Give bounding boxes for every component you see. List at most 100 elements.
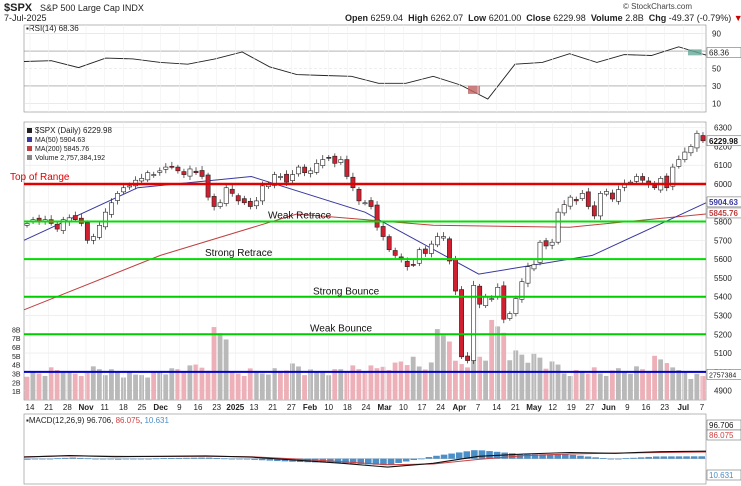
candle-body (90, 236, 96, 241)
candle-body (585, 191, 591, 207)
candle-body (314, 163, 320, 173)
candle-body (519, 281, 525, 300)
x-axis-label: 12 (548, 403, 557, 412)
macd-value-tag: 10.631 (709, 471, 734, 480)
x-axis-label: 18 (343, 403, 352, 412)
candle-body (664, 175, 670, 189)
candle-body (211, 196, 217, 207)
macd-histogram-bar (645, 456, 652, 459)
volume-bar (591, 367, 597, 400)
legend-swatch (27, 128, 32, 133)
volume-bar (519, 354, 525, 400)
x-axis-label: 18 (119, 403, 128, 412)
candle-body (223, 187, 229, 204)
annotation-label: Strong Bounce (313, 287, 380, 298)
candle-body (296, 166, 302, 175)
annotation-label: Weak Retrace (268, 211, 332, 222)
candle-body (60, 219, 66, 231)
candle-body (682, 151, 688, 160)
volume-bar (573, 370, 579, 400)
volume-axis-label: 3B (12, 372, 21, 379)
x-axis-label: 11 (101, 403, 110, 412)
macd-histogram-bar (599, 458, 607, 459)
candle-body (272, 174, 277, 186)
volume-bar (422, 369, 428, 400)
x-axis-label: 9 (625, 403, 630, 412)
x-axis-label: 21 (268, 403, 277, 412)
candle-body (109, 202, 114, 215)
macd-histogram-bar (448, 453, 455, 459)
x-axis-label: 2025 (226, 403, 244, 412)
volume-axis-label: 5B (12, 354, 21, 361)
candle-body (428, 243, 434, 254)
macd-histogram-bar (54, 458, 61, 460)
x-axis-label: Jun (602, 403, 616, 412)
candle-body (640, 176, 646, 181)
candle-body (368, 200, 374, 207)
candle-body (579, 193, 585, 199)
close-price-tag-box (706, 135, 741, 147)
volume-bar (700, 376, 706, 400)
volume-bar (72, 373, 78, 400)
macd-histogram-bar (440, 454, 448, 459)
candle-body (356, 188, 362, 202)
volume-bar (205, 370, 211, 400)
macd-histogram-bar (501, 452, 508, 459)
x-axis-label: 13 (250, 403, 259, 412)
volume-bar (108, 369, 114, 400)
candle-body (561, 204, 567, 214)
volume-bar (622, 370, 627, 400)
candle-body (284, 173, 289, 183)
macd-histogram-bar (152, 458, 160, 460)
macd-histogram-bar (418, 458, 425, 460)
macd-histogram-bar (615, 458, 622, 460)
macd-histogram-bar (213, 458, 221, 459)
macd-histogram-bar (675, 456, 683, 459)
volume-bar (102, 375, 108, 400)
x-axis-label: Feb (303, 403, 317, 412)
candle-body (447, 238, 452, 262)
macd-tag-box (706, 429, 741, 441)
candle-body (193, 170, 199, 174)
volume-bar (682, 372, 688, 400)
rsi-axis-label: 10 (712, 99, 721, 108)
macd-histogram-bar (175, 457, 183, 459)
candle-body (555, 211, 561, 243)
volume-bar (115, 371, 120, 400)
volume-bar (344, 372, 350, 400)
candle-body (694, 132, 700, 149)
macd-histogram-bar (554, 454, 562, 459)
volume-bar (495, 326, 501, 400)
volume-bar (133, 374, 138, 400)
candle-body (247, 200, 253, 207)
macd-histogram-bar (69, 457, 77, 459)
volume-bar (247, 368, 253, 400)
volume-bar (181, 371, 187, 400)
candle-body (459, 289, 464, 358)
macd-histogram-bar (190, 457, 198, 459)
candle-body (513, 298, 519, 314)
candle-body (97, 225, 102, 238)
candle-body (489, 298, 495, 300)
volume-bar (199, 367, 205, 400)
candle-body (441, 236, 446, 239)
volume-bar (338, 369, 344, 400)
volume-bar (302, 375, 307, 400)
macd-histogram-bar (637, 457, 645, 459)
volume-bar (356, 369, 362, 400)
candle-body (308, 170, 314, 174)
macd-histogram-bar (372, 458, 380, 465)
candle-body (471, 285, 477, 361)
macd-histogram-bar (99, 458, 107, 460)
x-axis-label: 21 (511, 403, 520, 412)
price-axis-label: 5800 (714, 218, 732, 227)
candle-body (350, 176, 356, 189)
candle-body (676, 159, 682, 167)
macd-histogram-bar (137, 458, 145, 460)
volume-bar (151, 371, 157, 400)
macd-histogram-bar (228, 458, 236, 460)
candle-body (688, 146, 694, 154)
candle-body (139, 178, 145, 182)
macd-histogram-bar (357, 458, 364, 464)
volume-bar (265, 374, 271, 400)
